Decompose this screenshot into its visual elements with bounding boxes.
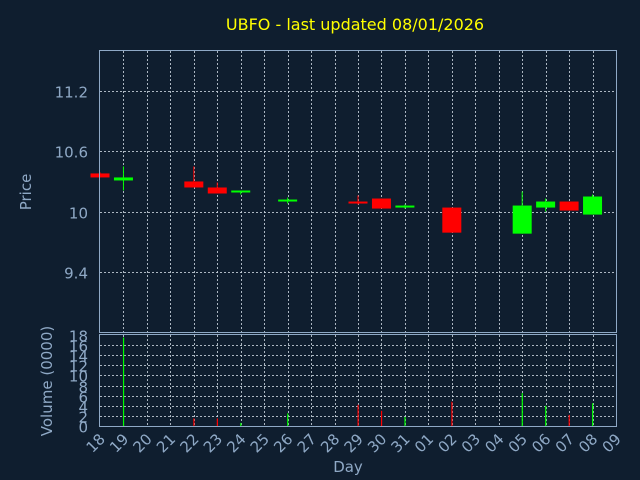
x-tick-label: 06 (528, 430, 554, 456)
price-tick-labels: 9.4 10 10.6 11.2 (55, 84, 88, 283)
candle-body (583, 196, 603, 215)
volume-tick-label: 4 (78, 399, 88, 417)
volume-bar (357, 404, 359, 426)
x-tick-label: 08 (575, 430, 601, 456)
x-tick-label: 19 (106, 430, 132, 456)
x-tick-label: 05 (505, 430, 531, 456)
volume-bar (287, 413, 289, 426)
volume-bar (592, 403, 594, 426)
volume-tick-label: 18 (69, 328, 88, 346)
volume-tick-label: 12 (69, 358, 88, 376)
volume-bar (568, 414, 570, 426)
x-tick-label: 24 (223, 430, 249, 456)
volume-bar (404, 416, 406, 426)
candle-body (395, 205, 415, 208)
candle-body (536, 201, 556, 208)
x-tick-label: 28 (317, 430, 343, 456)
x-tick-label: 09 (599, 430, 625, 456)
volume-bar (240, 422, 242, 426)
volume-tick-label: 0 (78, 419, 88, 437)
volume-bars (122, 337, 594, 426)
volume-bar (451, 401, 453, 426)
price-panel-frame (99, 50, 617, 333)
volume-tick-label: 10 (69, 368, 88, 386)
candle-body (442, 207, 462, 233)
x-tick-label: 26 (270, 430, 296, 456)
x-tick-label: 21 (153, 430, 179, 456)
x-tick-label: 22 (176, 430, 202, 456)
candle-body (512, 205, 532, 234)
price-axis-label: Price (17, 174, 35, 211)
candle-body (207, 187, 227, 194)
candle-body (559, 201, 579, 211)
x-tick-label: 04 (481, 430, 507, 456)
volume-tick-label: 16 (69, 338, 88, 356)
price-tick-label: 10 (69, 205, 88, 223)
price-grid (100, 51, 616, 332)
x-tick-label: 25 (247, 430, 273, 456)
x-axis-label: Day (333, 458, 363, 476)
volume-tick-label: 14 (69, 348, 88, 366)
volume-panel-frame (99, 334, 617, 427)
volume-bar (545, 405, 547, 426)
x-tick-label: 23 (200, 430, 226, 456)
candlesticks (90, 166, 603, 234)
volume-tick-label: 6 (78, 389, 88, 407)
candle-body (184, 181, 204, 188)
candle-body (348, 201, 368, 204)
volume-tick-label: 8 (78, 379, 88, 397)
x-tick-label: 27 (294, 430, 320, 456)
chart-title: UBFO - last updated 08/01/2026 (226, 15, 484, 34)
candle-body (231, 190, 251, 193)
price-tick-label: 10.6 (55, 144, 88, 162)
x-tick-label: 02 (434, 430, 460, 456)
volume-axis-label: Volume (0000) (38, 326, 56, 436)
volume-bar (380, 410, 383, 426)
x-tick-labels: 1819202122232425262728293031010203040506… (83, 430, 625, 456)
volume-bar (122, 337, 125, 426)
candle-body (113, 177, 133, 181)
x-tick-label: 29 (341, 430, 367, 456)
volume-tick-label: 2 (78, 409, 88, 427)
candle-body (278, 199, 298, 202)
volume-bar (193, 418, 195, 426)
price-tick-label: 9.4 (64, 265, 88, 283)
volume-bar (216, 418, 218, 426)
price-tick-label: 11.2 (55, 84, 88, 102)
x-tick-label: 01 (411, 430, 437, 456)
candle-body (371, 198, 391, 209)
x-tick-label: 31 (388, 430, 414, 456)
x-tick-label: 07 (552, 430, 578, 456)
x-tick-label: 03 (458, 430, 484, 456)
volume-bar (521, 393, 523, 426)
x-tick-label: 20 (130, 430, 156, 456)
x-tick-label: 30 (364, 430, 390, 456)
